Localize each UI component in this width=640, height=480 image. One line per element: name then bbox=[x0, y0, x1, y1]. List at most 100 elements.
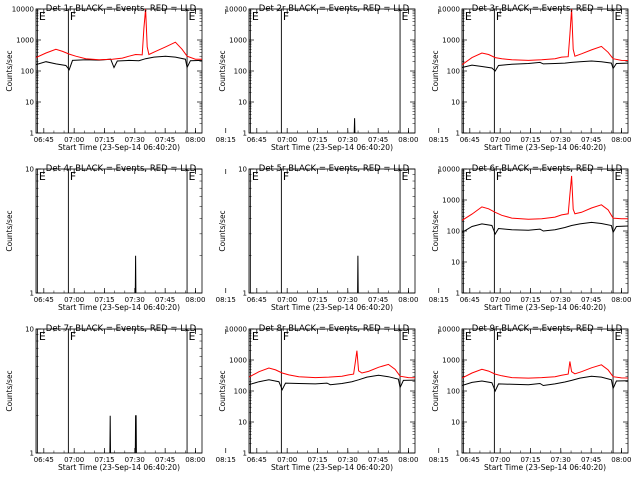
y-axis-label: Counts/sec bbox=[218, 210, 227, 251]
x-tick-label: 07:45 bbox=[155, 296, 175, 304]
series-group bbox=[462, 361, 628, 393]
y-tick-label: 1 bbox=[243, 130, 247, 138]
marker-label: E bbox=[39, 170, 46, 183]
chart-svg-det7: 1 10 06:45 07:00 07:15 07:30 07:45 08:00 08:15 E F… bbox=[5, 324, 236, 472]
marker-label: E bbox=[615, 170, 622, 183]
series-group bbox=[36, 9, 202, 71]
marker-label: F bbox=[496, 10, 502, 23]
series-line-events bbox=[134, 255, 137, 293]
chart-svg-det4: 1 10 06:45 07:00 07:15 07:30 07:45 08:00 08:15 E F… bbox=[5, 164, 236, 312]
x-axis-label: Start Time (23-Sep-14 06:40:20) bbox=[58, 303, 180, 312]
x-tick-label: 07:30 bbox=[551, 456, 571, 464]
chart-svg-det1: 1 10 100 1000 10000 06:45 07:00 07:15 07:30 07:45… bbox=[5, 4, 236, 152]
x-axis-label: Start Time (23-Sep-14 06:40:20) bbox=[271, 463, 393, 472]
x-tick-label: 07:45 bbox=[581, 296, 601, 304]
series-line-lld bbox=[462, 9, 628, 66]
y-tick-label: 1 bbox=[30, 450, 34, 458]
x-tick-label: 08:00 bbox=[611, 136, 631, 144]
x-tick-label: 07:30 bbox=[338, 136, 358, 144]
chart-title: Det 3r BLACK = Events, RED = LLD bbox=[472, 4, 623, 14]
y-axis-label: Counts/sec bbox=[218, 370, 227, 411]
series-group bbox=[462, 9, 628, 72]
plot-frame bbox=[248, 328, 416, 454]
y-tick-label: 10000 bbox=[225, 326, 247, 334]
marker-label: E bbox=[252, 10, 259, 23]
x-tick-label: 07:00 bbox=[490, 296, 510, 304]
y-tick-label: 1 bbox=[243, 450, 247, 458]
marker-label: F bbox=[496, 170, 502, 183]
marker-label: E bbox=[465, 170, 472, 183]
y-tick-label: 100 bbox=[234, 388, 247, 396]
y-tick-label: 100 bbox=[21, 68, 34, 76]
y-axis-label: Counts/sec bbox=[5, 210, 14, 251]
x-tick-label: 07:15 bbox=[307, 456, 327, 464]
marker-label: E bbox=[252, 170, 259, 183]
series-line-events bbox=[249, 374, 415, 391]
chart-title: Det 6r BLACK = Events, RED = LLD bbox=[472, 164, 623, 174]
x-tick-label: 07:30 bbox=[125, 456, 145, 464]
x-tick-label: 08:15 bbox=[216, 136, 236, 144]
series-group bbox=[109, 415, 137, 453]
plot-frame bbox=[35, 168, 203, 294]
x-tick-label: 07:45 bbox=[368, 296, 388, 304]
x-tick-label: 07:30 bbox=[125, 296, 145, 304]
series-group bbox=[249, 350, 415, 391]
y-tick-label: 10 bbox=[238, 166, 247, 174]
chart-panel-det4: 1 10 06:45 07:00 07:15 07:30 07:45 08:00 08:15 E F… bbox=[0, 160, 236, 320]
y-axis-label: Counts/sec bbox=[431, 210, 440, 251]
y-tick-label: 1000 bbox=[229, 37, 247, 45]
x-tick-label: 08:00 bbox=[185, 136, 205, 144]
plot-frame bbox=[248, 168, 416, 294]
marker-label: E bbox=[402, 10, 409, 23]
y-tick-label: 10 bbox=[25, 326, 34, 334]
series-line-events bbox=[109, 415, 137, 453]
marker-label: F bbox=[496, 330, 502, 343]
y-tick-label: 1 bbox=[456, 450, 460, 458]
marker-label: E bbox=[189, 330, 196, 343]
x-axis-label: Start Time (23-Sep-14 06:40:20) bbox=[484, 463, 606, 472]
series-group bbox=[357, 255, 359, 293]
marker-label: F bbox=[283, 10, 289, 23]
y-axis-label: Counts/sec bbox=[5, 370, 14, 411]
marker-label: E bbox=[465, 10, 472, 23]
x-tick-label: 07:15 bbox=[94, 456, 114, 464]
x-tick-label: 07:00 bbox=[64, 456, 84, 464]
x-tick-label: 08:00 bbox=[398, 456, 418, 464]
x-tick-label: 08:15 bbox=[216, 296, 236, 304]
y-tick-label: 1 bbox=[30, 130, 34, 138]
x-tick-label: 07:00 bbox=[64, 136, 84, 144]
x-tick-label: 06:45 bbox=[247, 296, 267, 304]
x-axis-label: Start Time (23-Sep-14 06:40:20) bbox=[58, 463, 180, 472]
marker-label: F bbox=[70, 170, 76, 183]
x-tick-label: 06:45 bbox=[460, 136, 480, 144]
x-tick-label: 06:45 bbox=[34, 456, 54, 464]
y-axis-label: Counts/sec bbox=[218, 50, 227, 91]
y-tick-label: 1 bbox=[243, 290, 247, 298]
y-tick-label: 1 bbox=[456, 130, 460, 138]
x-axis-label: Start Time (23-Sep-14 06:40:20) bbox=[58, 143, 180, 152]
x-tick-label: 07:00 bbox=[277, 136, 297, 144]
x-tick-label: 08:00 bbox=[398, 296, 418, 304]
plot-frame bbox=[248, 8, 416, 134]
chart-svg-det6: 1 10 100 1000 10000 06:45 07:00 07:15 07:30 07:45… bbox=[431, 164, 631, 312]
x-tick-label: 07:15 bbox=[520, 456, 540, 464]
x-tick-label: 06:45 bbox=[34, 296, 54, 304]
marker-label: E bbox=[615, 330, 622, 343]
marker-label: E bbox=[189, 10, 196, 23]
x-tick-label: 08:00 bbox=[185, 456, 205, 464]
x-tick-label: 07:45 bbox=[155, 456, 175, 464]
marker-label: F bbox=[283, 170, 289, 183]
chart-title: Det 2r BLACK = Events, RED = LLD bbox=[259, 4, 410, 14]
chart-panel-det1: 1 10 100 1000 10000 06:45 07:00 07:15 07:30 07:45… bbox=[0, 0, 236, 160]
plot-frame bbox=[35, 8, 203, 134]
chart-title: Det 4r BLACK = Events, RED = LLD bbox=[46, 164, 197, 174]
marker-label: F bbox=[70, 10, 76, 23]
y-tick-label: 10 bbox=[451, 419, 460, 427]
chart-panel-det5: 1 10 06:45 07:00 07:15 07:30 07:45 08:00 08:15 E F… bbox=[213, 160, 449, 320]
chart-panel-det6: 1 10 100 1000 10000 06:45 07:00 07:15 07:30 07:45… bbox=[426, 160, 639, 320]
y-tick-label: 10000 bbox=[225, 6, 247, 14]
marker-label: E bbox=[252, 330, 259, 343]
x-tick-label: 08:15 bbox=[216, 456, 236, 464]
x-tick-label: 07:45 bbox=[368, 456, 388, 464]
